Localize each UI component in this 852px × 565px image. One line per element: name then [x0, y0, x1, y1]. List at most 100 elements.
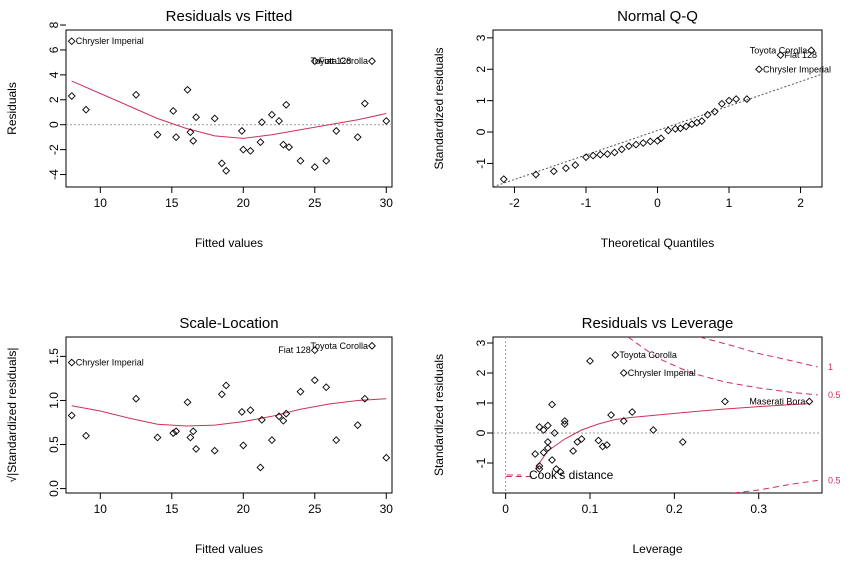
data-point: [257, 415, 266, 424]
data-point: [632, 140, 640, 149]
data-point: [132, 394, 140, 403]
x-tick-label: 15: [165, 196, 179, 210]
x-tick-label: 30: [380, 196, 394, 210]
data-point: [535, 423, 544, 431]
data-point: [322, 383, 331, 392]
data-point: [382, 117, 391, 125]
data-point: [560, 417, 569, 425]
data-point: [602, 441, 611, 449]
point-label: Toyota Corolla: [310, 56, 368, 66]
data-point: [353, 421, 362, 430]
plot-area: [493, 46, 822, 187]
data-point: [239, 441, 248, 450]
data-point: [624, 142, 633, 151]
data-point: [556, 468, 565, 476]
data-point: [172, 427, 181, 436]
point-label: Chrysler Imperial: [763, 64, 831, 74]
data-point: [610, 148, 619, 157]
legend-label: Cook's distance: [529, 468, 614, 482]
y-axis-label: Standardized residuals: [432, 354, 446, 476]
data-point: [548, 400, 556, 409]
x-axis-label: Leverage: [632, 542, 682, 556]
x-axis-label: Fitted values: [195, 236, 263, 250]
data-point: [710, 107, 719, 116]
smooth-line: [71, 80, 387, 139]
point-label: Chrysler Imperial: [76, 358, 144, 368]
data-point: [697, 117, 706, 125]
data-point: [543, 421, 552, 430]
data-point: [703, 110, 712, 119]
data-point: [82, 431, 90, 440]
data-point: [596, 150, 605, 159]
data-point: [732, 95, 741, 104]
data-point: [560, 420, 569, 428]
cooks-distance-line: [699, 337, 818, 368]
data-point: [721, 397, 729, 406]
data-point: [682, 122, 691, 131]
smooth-line: [534, 403, 810, 470]
y-tick-label: 0.0: [47, 480, 61, 497]
data-point: [257, 118, 266, 127]
data-point: [169, 429, 178, 438]
plot-area: [67, 341, 391, 472]
point-label: Chrysler Imperial: [628, 368, 696, 378]
x-tick-label: 0: [502, 502, 509, 516]
data-point: [717, 99, 726, 108]
data-point: [619, 369, 628, 377]
data-point: [322, 156, 331, 165]
x-tick-label: 0.1: [582, 502, 599, 516]
point-label: Fiat 128: [319, 56, 352, 66]
data-point: [550, 429, 559, 437]
data-point: [192, 113, 201, 122]
data-point: [256, 463, 265, 472]
x-tick-label: 15: [165, 502, 179, 516]
y-tick-label: 0: [474, 429, 488, 436]
plot-title: Residuals vs Leverage: [582, 315, 734, 332]
x-axis-label: Fitted values: [195, 542, 263, 556]
data-point: [549, 167, 558, 176]
y-tick-label: 2: [474, 66, 488, 73]
y-tick-label: 1: [474, 399, 488, 406]
data-point: [543, 444, 552, 452]
y-tick-label: 2: [47, 96, 61, 103]
y-tick-label: 3: [474, 34, 488, 41]
data-point: [267, 436, 276, 445]
smooth-line: [71, 398, 387, 427]
x-tick-label: 10: [94, 502, 108, 516]
x-tick-label: 20: [237, 196, 251, 210]
data-point: [67, 411, 76, 420]
point-label: Toyota Corolla: [750, 45, 808, 55]
y-tick-label: 0.5: [47, 436, 61, 453]
y-tick-label: 6: [47, 46, 61, 53]
data-point: [619, 417, 628, 425]
plot-frame: [492, 336, 823, 494]
data-point: [531, 170, 540, 179]
data-point: [296, 156, 305, 165]
data-point: [539, 426, 548, 434]
data-point: [246, 406, 255, 415]
data-point: [192, 444, 201, 453]
cooks-distance-label: 1: [828, 362, 833, 372]
x-tick-label: 20: [237, 502, 251, 516]
y-tick-label: 4: [47, 71, 61, 78]
data-point: [368, 57, 376, 66]
data-point: [183, 85, 192, 94]
data-point: [594, 436, 603, 445]
data-point: [582, 153, 590, 162]
data-point: [628, 408, 637, 416]
x-tick-label: 0.2: [666, 502, 683, 516]
data-point: [82, 105, 90, 114]
data-point: [639, 139, 648, 147]
plot-area: [66, 37, 392, 175]
data-point: [360, 394, 369, 403]
plot-title: Residuals vs Fitted: [166, 8, 293, 25]
data-point: [237, 126, 246, 135]
y-tick-label: 1.5: [47, 348, 61, 365]
data-point: [186, 128, 195, 137]
data-point: [573, 438, 582, 446]
data-point: [310, 57, 319, 66]
data-point: [382, 453, 391, 462]
plot-area: [493, 337, 822, 493]
point-label: Toyota Corolla: [619, 350, 677, 360]
data-point: [67, 37, 76, 46]
